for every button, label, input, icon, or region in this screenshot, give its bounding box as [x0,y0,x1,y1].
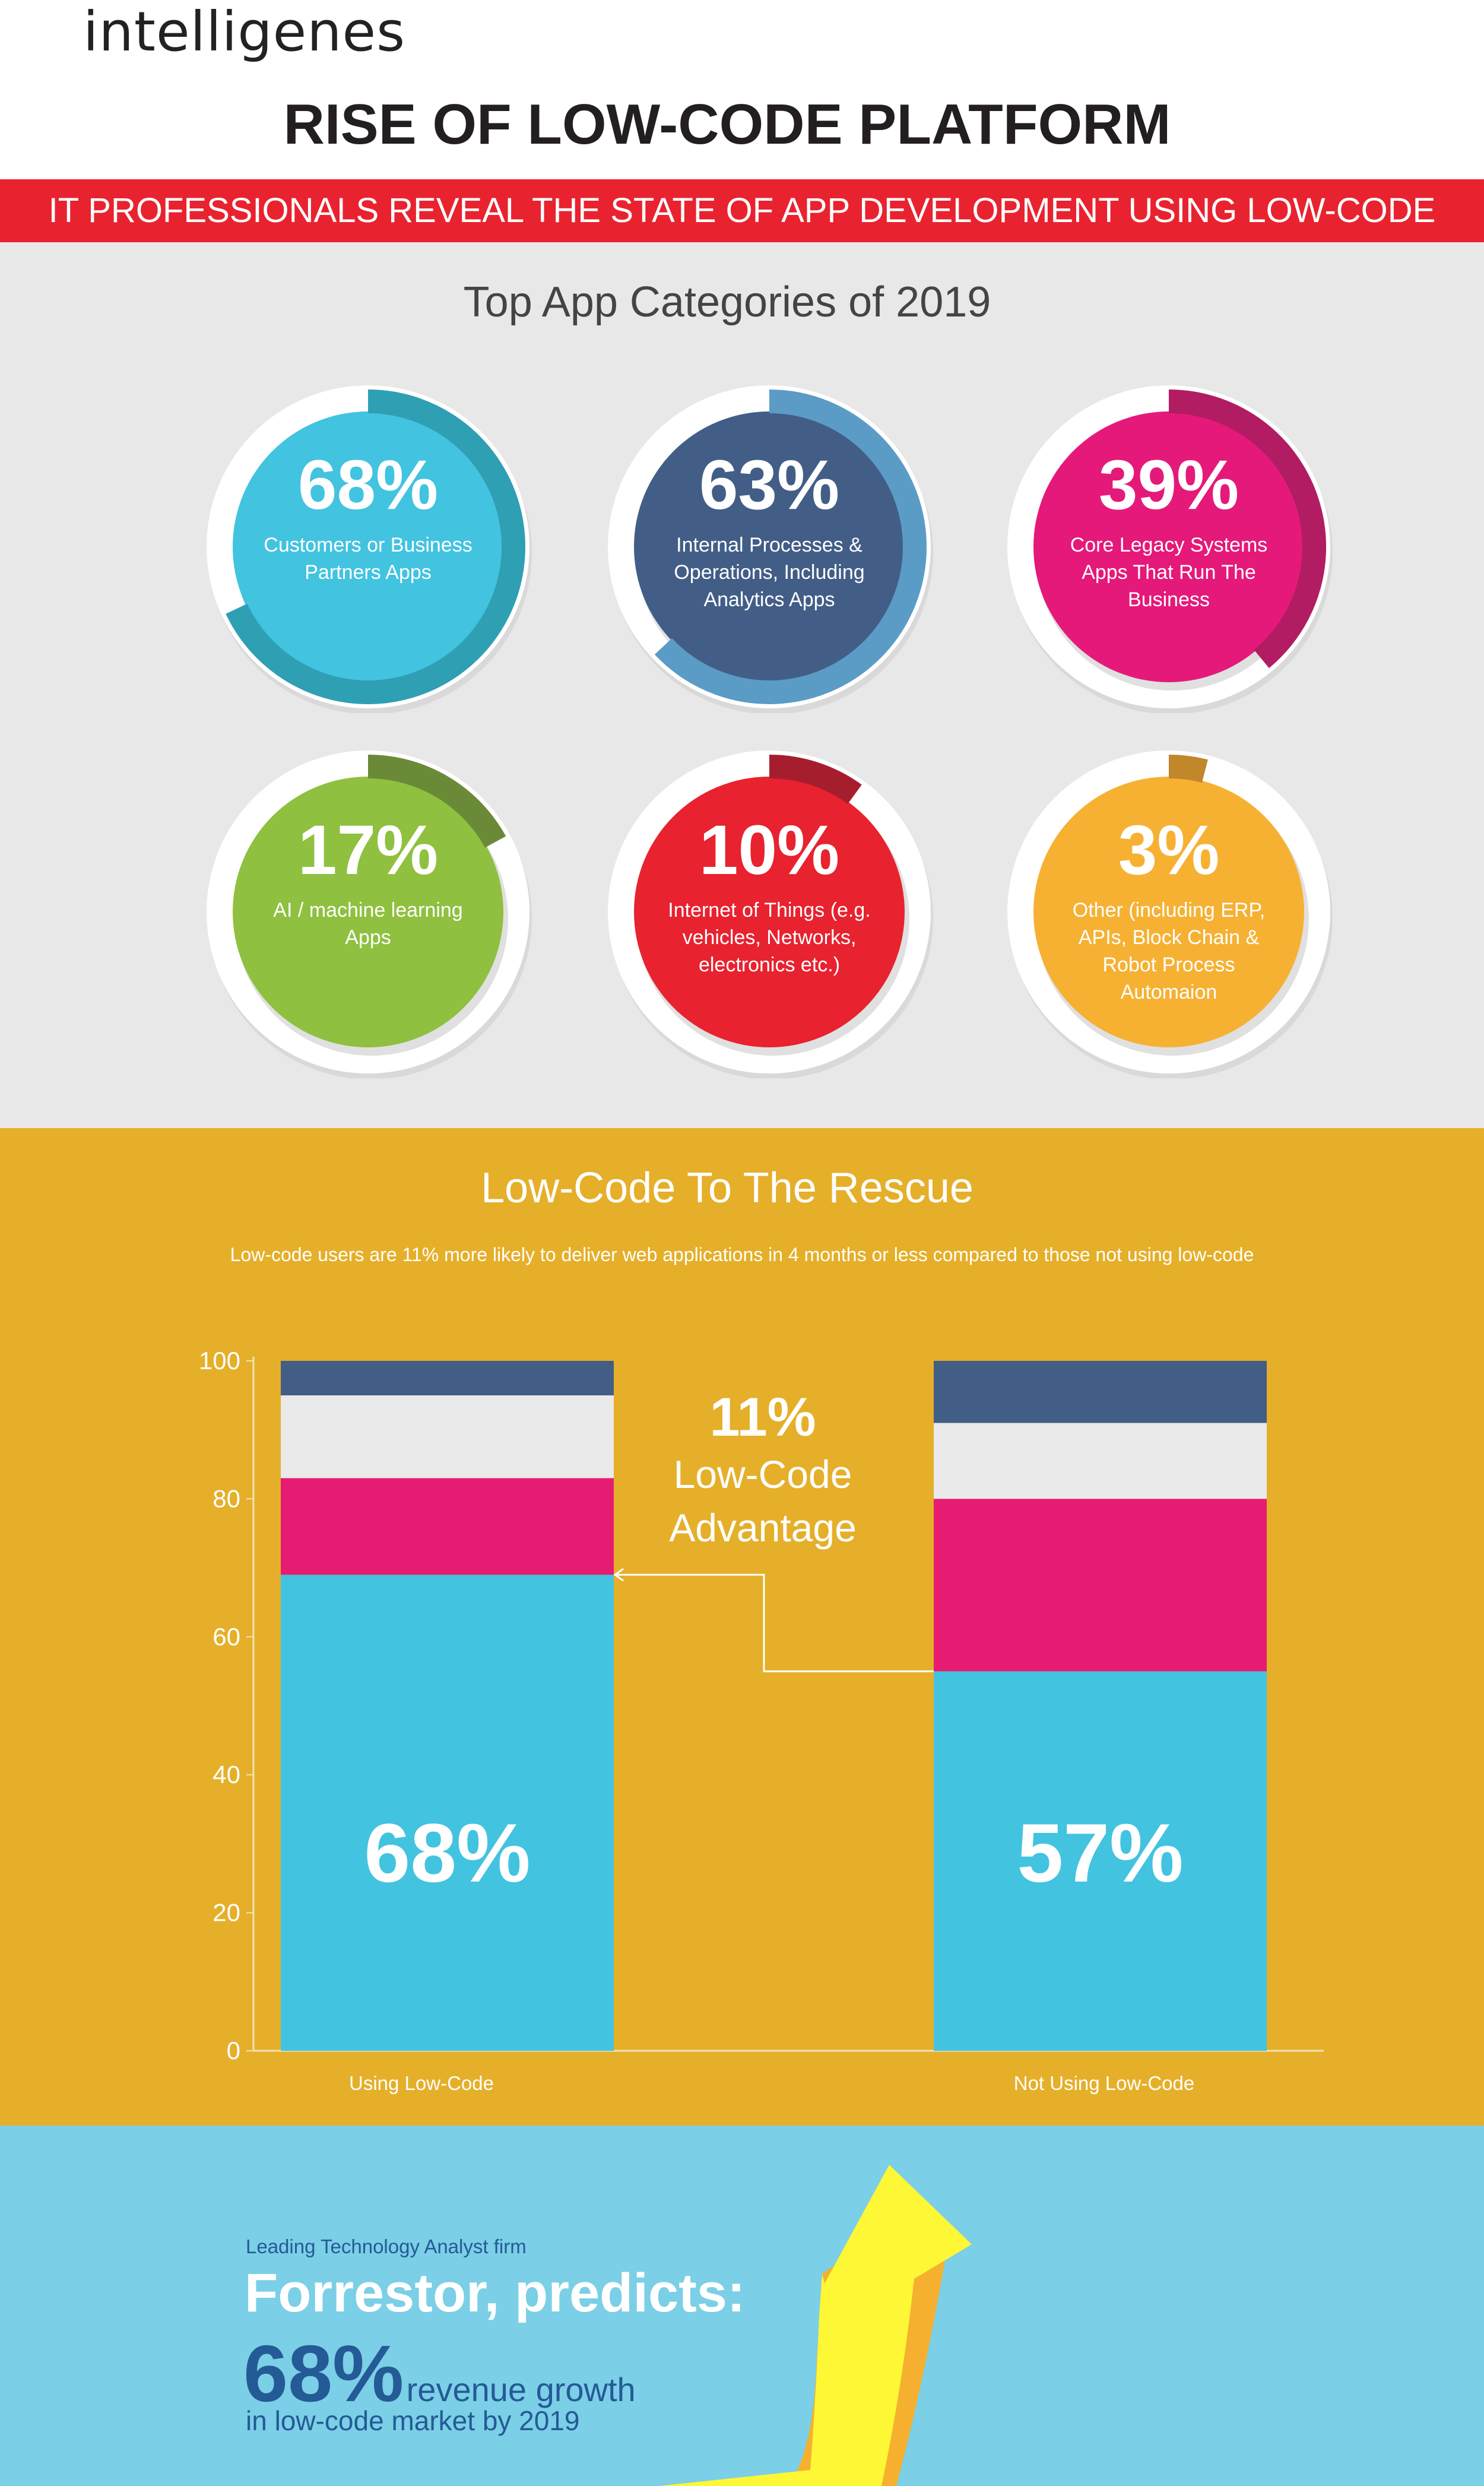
category-percent: 39% [1098,446,1239,524]
y-tick-label: 100 [199,1347,240,1375]
progress-arc [769,755,862,805]
forecast-value: 68% [243,2329,404,2418]
bar-segment [934,1671,1267,2051]
bar-data-label: 68% [364,1806,531,1899]
bar-segment [281,1361,614,1396]
category-circle: 10% Internet of Things (e.g. vehicles, N… [603,746,936,1078]
circle-fill [233,777,503,1047]
page-title: RISE OF LOW-CODE PLATFORM [283,93,1171,156]
category-label: Other (including ERP, APIs, Block Chain … [1072,899,1266,1003]
category-label: AI / machine learning Apps [273,899,463,949]
forecast-value-row: 68% revenue growth [243,2327,636,2420]
progress-arc [367,755,506,848]
category-label: Customers or Business Partners Apps [264,534,473,584]
category-percent: 68% [297,446,439,524]
y-tick-label: 40 [213,1760,240,1788]
category-label: Core Legacy Systems Apps That Run The Bu… [1070,534,1268,611]
category-label: Internal Processes & Operations, Includi… [674,534,865,611]
advantage-line1: Low-Code [673,1452,852,1496]
category-percent: 63% [699,446,840,524]
forecast-lead: Leading Technology Analyst firm [246,2235,527,2257]
bar-segment [281,1395,614,1478]
category-label: Internet of Things (e.g. vehicles, Netwo… [668,899,871,976]
progress-arc [1168,389,1327,669]
category-circle: 39% Core Legacy Systems Apps That Run Th… [1003,381,1335,713]
bar-segment [281,1478,614,1575]
progress-arc [1168,755,1208,783]
advantage-value: 11% [709,1387,816,1448]
category-circle: 17% AI / machine learning Apps [202,746,534,1078]
bar-segment [934,1499,1267,1671]
y-tick-label: 0 [227,2037,240,2064]
circle-fill [634,411,905,682]
y-tick-label: 60 [213,1623,240,1651]
bar-segment [934,1361,1267,1423]
bar-data-label: 57% [1017,1806,1184,1899]
category-percent: 10% [699,811,840,889]
category-circle: 68% Customers or Business Partners Apps [202,381,534,713]
circle-fill [1033,777,1304,1047]
circle-fill [233,411,503,682]
forecast-headline: Forrestor, predicts: [245,2263,746,2323]
y-tick-label: 80 [213,1484,240,1512]
circle-fill [1033,411,1304,682]
circle-fill [634,777,905,1047]
advantage-connector [616,1573,934,1673]
section-heading: Low-Code To The Rescue [481,1164,974,1212]
forecast-value-suffix: revenue growth [406,2371,636,2408]
progress-arc [654,389,927,704]
category-circle: 63% Internal Processes & Operations, Inc… [603,381,936,713]
forecast-detail: in low-code market by 2019 [246,2405,580,2436]
category-circle: 3% Other (including ERP, APIs, Block Cha… [1003,746,1335,1078]
section-heading: Top App Categories of 2019 [463,278,991,326]
intelligenes-logo: intelligenes [83,0,405,64]
category-percent: 3% [1118,811,1220,889]
forecast-section [0,2126,1484,2486]
progress-arc [226,389,525,704]
logo-text: intelligenes [83,0,406,64]
subtitle-banner: IT PROFESSIONALS REVEAL THE STATE OF APP… [0,179,1484,242]
x-tick-label: Not Using Low-Code [1013,2072,1195,2094]
bar-segment [281,1575,614,2051]
advantage-line2: Advantage [669,1506,857,1550]
section-subtitle: Low-code users are 11% more likely to de… [230,1244,1254,1265]
y-tick-label: 20 [213,1899,240,1927]
arrowhead-icon [613,1567,624,1582]
x-tick-label: Using Low-Code [349,2072,494,2094]
bar-segment [934,1423,1267,1499]
category-percent: 17% [297,811,439,889]
